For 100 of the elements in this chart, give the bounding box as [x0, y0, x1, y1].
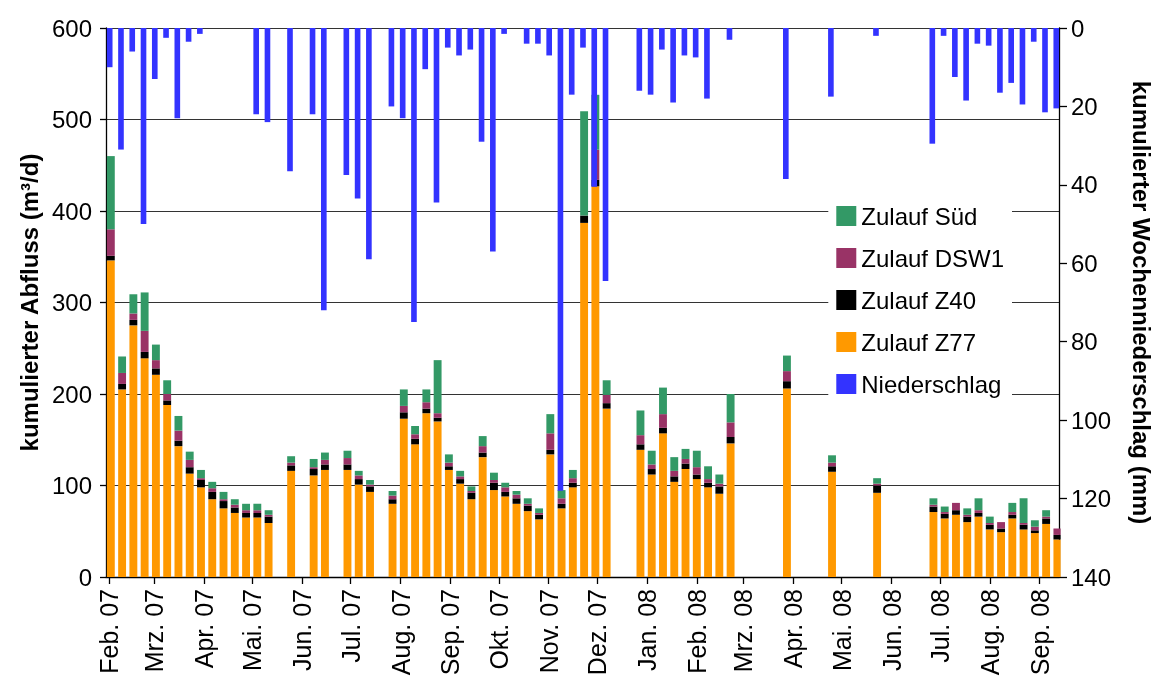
bar: [478, 446, 487, 453]
x-tick-label: Aug. 08: [975, 589, 1004, 676]
bar: [647, 450, 656, 465]
bar: [952, 510, 960, 515]
bar: [726, 28, 733, 40]
bar: [366, 28, 372, 260]
bar: [501, 496, 510, 577]
bar: [106, 156, 115, 230]
bar: [873, 492, 882, 577]
bar: [174, 440, 183, 447]
legend-label: Zulauf Süd: [861, 202, 978, 230]
x-tick-label: Apr. 08: [779, 589, 808, 669]
bar: [997, 522, 1005, 529]
bar: [433, 421, 442, 577]
bar: [230, 499, 239, 505]
x-tick-label: Feb. 08: [682, 589, 711, 674]
bar: [1030, 520, 1039, 527]
bar: [197, 469, 205, 479]
bar: [568, 28, 575, 95]
bar: [399, 405, 408, 413]
bar: [726, 437, 735, 444]
y-tick-label: 600: [51, 14, 92, 42]
bar: [647, 469, 656, 475]
bar: [490, 490, 498, 577]
bar: [715, 486, 724, 494]
bar: [354, 475, 363, 480]
bar: [197, 28, 203, 34]
bar: [287, 28, 293, 172]
bar: [174, 430, 183, 441]
bar: [704, 479, 713, 483]
bar: [185, 459, 194, 468]
bar: [602, 394, 611, 404]
bar: [783, 371, 791, 382]
bar: [411, 426, 420, 435]
x-tick-label: Jan. 08: [632, 589, 661, 672]
bar: [388, 490, 397, 496]
x-tick-label: Jun. 08: [877, 589, 906, 672]
bar: [422, 28, 429, 70]
y-tick-label: 200: [51, 380, 92, 408]
bar: [411, 444, 420, 577]
bar: [828, 471, 836, 577]
bar: [783, 381, 791, 389]
bar: [320, 452, 329, 460]
bar: [388, 499, 397, 504]
bar: [163, 394, 172, 401]
x-tick-label: Mai. 08: [827, 589, 856, 671]
bar: [422, 413, 431, 577]
bar: [490, 472, 498, 481]
bar: [997, 532, 1005, 577]
y-tick-label: 500: [51, 106, 92, 133]
bar: [952, 514, 960, 577]
bar: [174, 446, 183, 577]
bar: [997, 28, 1003, 93]
bar: [726, 394, 735, 423]
bar: [197, 480, 205, 488]
x-tick-label: Jul. 07: [336, 589, 365, 663]
bar: [118, 372, 127, 384]
bar: [208, 481, 217, 489]
bar: [140, 292, 149, 331]
bar: [174, 28, 181, 119]
bar: [1053, 534, 1061, 540]
legend-label: Niederschlag: [861, 370, 1002, 398]
bar: [106, 260, 115, 577]
bar: [715, 493, 724, 577]
bar: [354, 484, 363, 577]
bar: [929, 28, 936, 144]
bar: [467, 492, 476, 500]
bar: [580, 28, 586, 48]
bar: [253, 28, 260, 115]
bar: [467, 486, 476, 491]
bar: [704, 28, 710, 99]
bar: [985, 28, 992, 46]
bar: [118, 383, 127, 390]
bar: [230, 507, 239, 513]
bar: [952, 28, 958, 78]
bar: [963, 516, 972, 523]
bar: [647, 474, 656, 577]
bar: [490, 482, 498, 491]
bar: [557, 508, 566, 577]
bar: [163, 400, 172, 405]
bar: [501, 28, 507, 34]
bar: [253, 517, 262, 577]
bar: [952, 502, 960, 511]
bar: [163, 28, 169, 38]
bar: [873, 28, 879, 36]
bar: [783, 28, 789, 179]
bar: [1053, 539, 1061, 577]
bar: [140, 351, 149, 359]
y-axis-title: kumulierter Abfluss (m³/d): [15, 153, 43, 452]
bar: [163, 380, 172, 394]
legend-label: Zulauf Z40: [861, 286, 977, 314]
bar: [546, 414, 555, 434]
bar: [963, 522, 972, 577]
bar: [828, 28, 834, 97]
bar: [320, 28, 327, 311]
bar: [320, 469, 329, 577]
bar: [208, 488, 217, 492]
bar: [940, 506, 949, 513]
bar: [264, 523, 273, 577]
bar: [366, 491, 374, 577]
